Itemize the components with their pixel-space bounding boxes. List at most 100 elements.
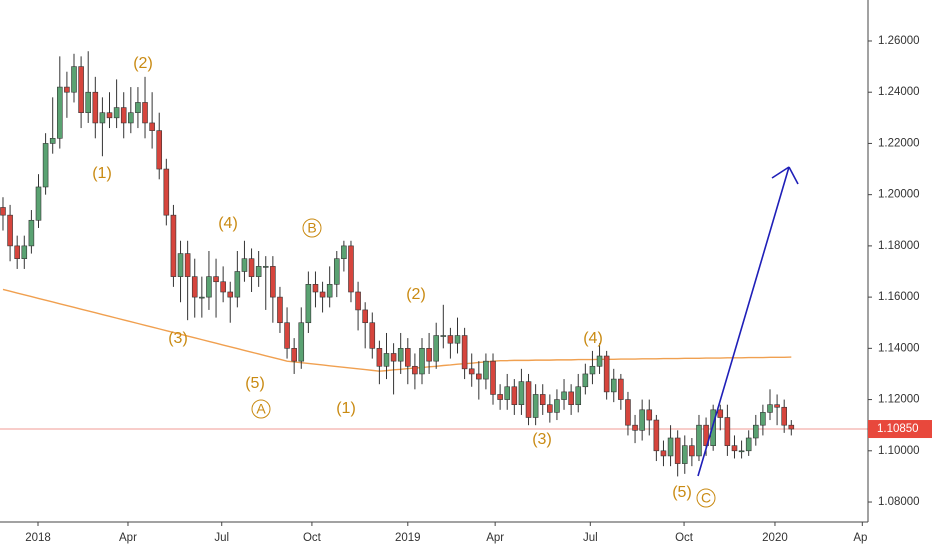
wave-label: (2) bbox=[406, 286, 426, 303]
candle-body bbox=[28, 219, 35, 247]
y-tick-label: 1.20000 bbox=[878, 189, 920, 201]
moving-average-line bbox=[2, 288, 792, 372]
wave-label: (1) bbox=[92, 165, 112, 182]
x-tick-label: Oct bbox=[303, 532, 322, 544]
last-price-box bbox=[868, 420, 932, 439]
y-tick-label: 1.08000 bbox=[878, 496, 920, 508]
y-tick-label: 1.22000 bbox=[878, 137, 920, 149]
candle-body bbox=[120, 107, 127, 124]
candle-body bbox=[646, 409, 653, 421]
candle-body bbox=[390, 353, 397, 362]
candle-body bbox=[71, 66, 77, 93]
y-tick-label: 1.18000 bbox=[878, 240, 920, 252]
candle-body bbox=[305, 284, 312, 324]
candle-body bbox=[476, 373, 482, 380]
candle-body bbox=[376, 348, 383, 367]
candle-body bbox=[64, 86, 70, 93]
candle-body bbox=[660, 450, 667, 457]
candle-body bbox=[547, 404, 553, 413]
candle-body bbox=[561, 391, 567, 400]
candle-body bbox=[497, 394, 503, 400]
candle-body bbox=[170, 214, 177, 277]
candle-body bbox=[483, 360, 489, 380]
x-tick-label: 2018 bbox=[25, 532, 51, 544]
x-tick-label: Oct bbox=[675, 532, 694, 544]
candle-body bbox=[575, 386, 582, 405]
forecast-arrow bbox=[697, 166, 799, 477]
candle-body bbox=[461, 335, 468, 370]
candle-body bbox=[419, 348, 425, 375]
candle-body bbox=[490, 360, 496, 395]
candle-body bbox=[589, 365, 596, 375]
candle-body bbox=[717, 409, 724, 418]
candle-body bbox=[113, 107, 120, 119]
candle-body bbox=[632, 424, 638, 431]
candle-body bbox=[220, 281, 226, 293]
candle-body bbox=[199, 296, 205, 299]
candle-body bbox=[106, 112, 113, 119]
x-tick-label: 2020 bbox=[762, 532, 788, 544]
candle-body bbox=[788, 424, 795, 430]
wave-label: B bbox=[307, 220, 316, 236]
candle-body bbox=[312, 284, 319, 293]
candle-body bbox=[554, 399, 560, 413]
candle-body bbox=[248, 258, 255, 277]
candle-body bbox=[760, 412, 766, 426]
candle-body bbox=[14, 245, 20, 259]
candle-body bbox=[206, 276, 212, 298]
candle-body bbox=[333, 258, 340, 285]
candle-body bbox=[710, 409, 716, 446]
candles bbox=[0, 51, 795, 477]
candle-body bbox=[0, 207, 6, 216]
candle-body bbox=[362, 309, 368, 324]
x-tick-label: Jul bbox=[214, 532, 229, 544]
candle-body bbox=[92, 91, 99, 124]
candle-body bbox=[42, 143, 49, 188]
wave-label: (5) bbox=[245, 375, 265, 392]
candle-body bbox=[234, 271, 241, 298]
wave-circle bbox=[251, 399, 271, 419]
candle-body bbox=[447, 335, 454, 344]
candle-body bbox=[291, 348, 297, 362]
candle-body bbox=[674, 437, 681, 464]
y-tick-label: 1.16000 bbox=[878, 291, 920, 303]
candle-body bbox=[262, 266, 269, 268]
candle-body bbox=[781, 406, 787, 426]
candle-body bbox=[284, 322, 290, 349]
candle-body bbox=[745, 437, 752, 452]
candle-body bbox=[184, 253, 191, 277]
wave-label: (5) bbox=[672, 484, 692, 501]
candle-body bbox=[525, 381, 532, 418]
candle-body bbox=[7, 214, 13, 247]
candle-body bbox=[241, 258, 248, 272]
candle-body bbox=[639, 409, 645, 431]
wave-label: A bbox=[256, 401, 266, 417]
candle-body bbox=[468, 368, 475, 375]
candle-body bbox=[213, 276, 219, 283]
candle-body bbox=[738, 450, 745, 453]
wave-label: (4) bbox=[218, 215, 238, 232]
candle-body bbox=[625, 399, 631, 426]
candle-body bbox=[689, 445, 695, 457]
candle-body bbox=[149, 122, 155, 131]
candle-body bbox=[724, 417, 731, 446]
candle-body bbox=[57, 86, 63, 139]
candle-body bbox=[667, 437, 674, 457]
candle-body bbox=[319, 291, 326, 298]
y-tick-label: 1.26000 bbox=[878, 35, 920, 47]
candle-body bbox=[191, 276, 198, 298]
candle-body bbox=[440, 335, 447, 337]
wave-label: (4) bbox=[583, 330, 603, 347]
y-tick-label: 1.24000 bbox=[878, 86, 920, 98]
y-tick-label: 1.12000 bbox=[878, 394, 920, 406]
candle-body bbox=[596, 355, 603, 367]
candle-body bbox=[383, 353, 390, 367]
annotations: (2) (1) (4) B (3) (5) A (2) (1) (4) (3) (5) C bbox=[92, 55, 716, 508]
candle-body bbox=[78, 66, 84, 113]
wave-label: C bbox=[701, 490, 711, 506]
candle-body bbox=[99, 112, 106, 124]
axes: 1.08000 1.10000 1.12000 1.14000 1.16000 1.180… bbox=[25, 35, 932, 544]
candle-body bbox=[405, 348, 411, 367]
candle-body bbox=[135, 102, 141, 113]
candle-body bbox=[128, 112, 134, 124]
